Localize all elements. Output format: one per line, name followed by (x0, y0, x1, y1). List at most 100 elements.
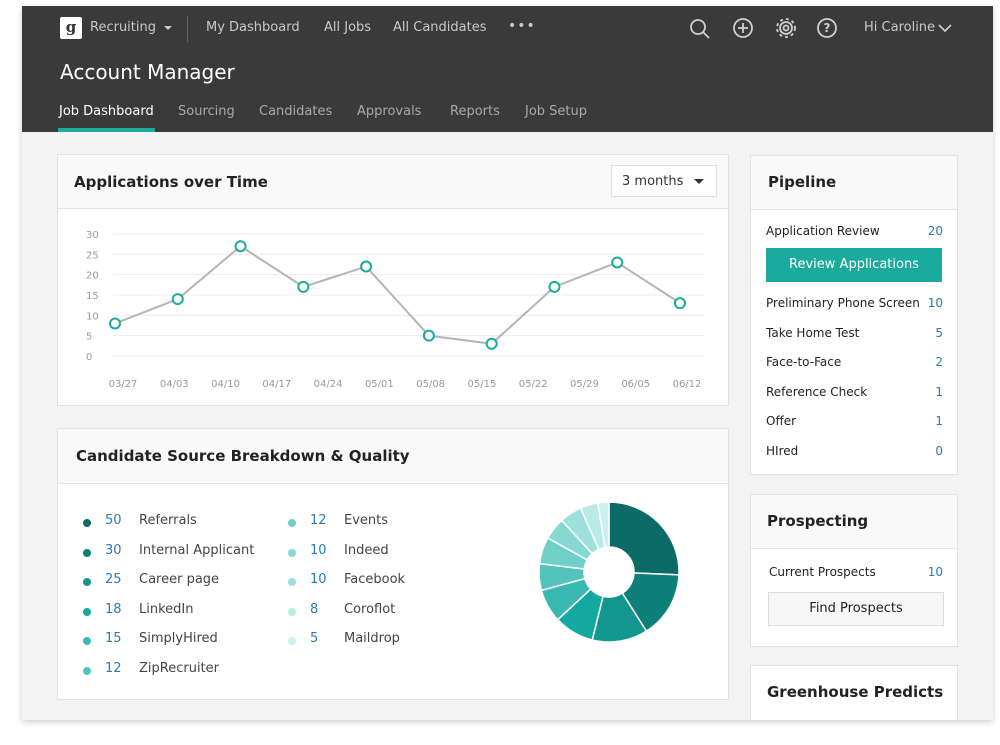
predicts-card: Greenhouse Predicts (750, 665, 958, 720)
stage-name: Offer (766, 414, 797, 429)
tab[interactable]: Job Dashboard (59, 104, 154, 119)
card-header (58, 429, 728, 484)
legend-dot (83, 548, 91, 557)
legend-count: 10 (310, 542, 327, 558)
x-tick-label: 05/29 (570, 379, 599, 390)
legend-count: 5 (310, 631, 319, 647)
stage-count: 5 (935, 325, 943, 340)
point (674, 297, 686, 310)
settings-icon[interactable] (779, 21, 793, 35)
nav-link[interactable]: All Candidates (393, 20, 487, 35)
chevron (938, 24, 952, 33)
legend-name: Indeed (344, 542, 389, 558)
legend-name: SimplyHired (139, 631, 218, 647)
y-tick-label: 15 (86, 291, 99, 302)
card-title: Pipeline (768, 173, 837, 191)
point (548, 280, 561, 293)
card-header (751, 156, 957, 210)
point (109, 317, 121, 330)
x-tick-label: 05/15 (467, 379, 496, 390)
y-tick-label: 30 (86, 230, 99, 241)
legend-dot (288, 578, 296, 587)
x-tick-label: 04/24 (314, 379, 343, 390)
caret (164, 26, 172, 30)
x-tick-label: 03/27 (109, 379, 138, 390)
legend-name: Facebook (344, 572, 406, 588)
stage-name: Reference Check (766, 384, 868, 399)
legend-name: Coroflot (344, 601, 396, 617)
app-switcher[interactable]: Recruiting (90, 20, 156, 35)
logo[interactable]: g (60, 17, 82, 39)
toolbar-icons: ? (690, 18, 837, 39)
card-title: Greenhouse Predicts (767, 683, 944, 701)
legend-name: Referrals (139, 513, 197, 528)
donut-segment (608, 501, 680, 576)
point (360, 260, 373, 273)
legend-dot (83, 667, 91, 675)
x-tick-label: 04/03 (160, 379, 189, 390)
stage-count: 0 (935, 444, 943, 458)
applications-card: Applications over Time 3 months 0 5 10 15 20… (57, 154, 729, 406)
caret (694, 179, 704, 184)
range-select[interactable]: 3 months (611, 165, 717, 197)
nav-link[interactable]: My Dashboard (206, 20, 300, 35)
legend-count: 50 (105, 513, 122, 528)
point (422, 329, 435, 342)
x-tick-label: 04/17 (262, 379, 291, 390)
prospects-count: 10 (927, 565, 943, 579)
more-menu[interactable]: ••• (508, 18, 536, 34)
nav-link[interactable]: All Jobs (324, 20, 372, 35)
top-bar (22, 6, 993, 132)
range-label: 3 months (622, 174, 684, 189)
stage-count: 1 (935, 384, 943, 399)
active-tab-underline (58, 128, 155, 132)
user-menu[interactable]: Hi Caroline (864, 20, 936, 35)
stage-name: Application Review (766, 224, 880, 238)
tab[interactable]: Approvals (357, 104, 422, 119)
tab[interactable]: Candidates (259, 104, 333, 119)
search-icon[interactable] (690, 19, 706, 35)
y-tick-label: 20 (86, 271, 99, 282)
tab[interactable]: Sourcing (178, 104, 235, 119)
help-icon[interactable] (817, 18, 837, 38)
legend-dot (288, 607, 296, 616)
line-chart: 0 5 10 15 20 25 30 03/27 04/03 04/10 04/17 04/24 05/… (86, 230, 705, 390)
stage-count: 20 (927, 224, 943, 238)
stage-count: 1 (935, 414, 943, 429)
y-tick-label: 25 (86, 250, 99, 261)
legend-dot (288, 637, 296, 646)
stage-name: HIred (766, 444, 799, 458)
prospects-label: Current Prospects (769, 565, 876, 579)
legend-name: Career page (139, 572, 220, 588)
y-tick-label: 5 (86, 332, 92, 343)
legend-name: Events (344, 513, 389, 528)
find-prospects-button[interactable]: Find Prospects (768, 592, 944, 626)
review-button[interactable]: Review Applications (766, 248, 942, 282)
point (611, 256, 624, 269)
legend-count: 12 (310, 513, 327, 528)
add-icon[interactable] (733, 18, 753, 38)
card-title: Candidate Source Breakdown & Quality (76, 447, 410, 465)
svg-text:?: ? (824, 21, 831, 35)
legend-count: 15 (105, 631, 122, 647)
card-title: Prospecting (767, 512, 869, 530)
legend-dot (83, 578, 91, 587)
donut-chart (538, 501, 680, 643)
tab[interactable]: Job Setup (525, 104, 588, 119)
card-title: Applications over Time (74, 173, 268, 191)
legend-name: Internal Applicant (139, 542, 255, 558)
point (297, 280, 310, 293)
y-tick-label: 0 (86, 352, 92, 363)
x-tick-label: 05/22 (519, 379, 548, 390)
tab[interactable]: Reports (450, 104, 500, 119)
divider (187, 16, 188, 42)
legend-name: LinkedIn (139, 601, 194, 617)
sources-card: Candidate Source Breakdown & Quality 50 R… (57, 428, 729, 700)
stage-name: Take Home Test (766, 325, 860, 340)
stage-name: Face-to-Face (766, 355, 842, 370)
x-tick-label: 06/05 (621, 379, 650, 390)
legend-dot (288, 519, 296, 527)
point (171, 293, 184, 306)
legend-dot (83, 637, 91, 646)
